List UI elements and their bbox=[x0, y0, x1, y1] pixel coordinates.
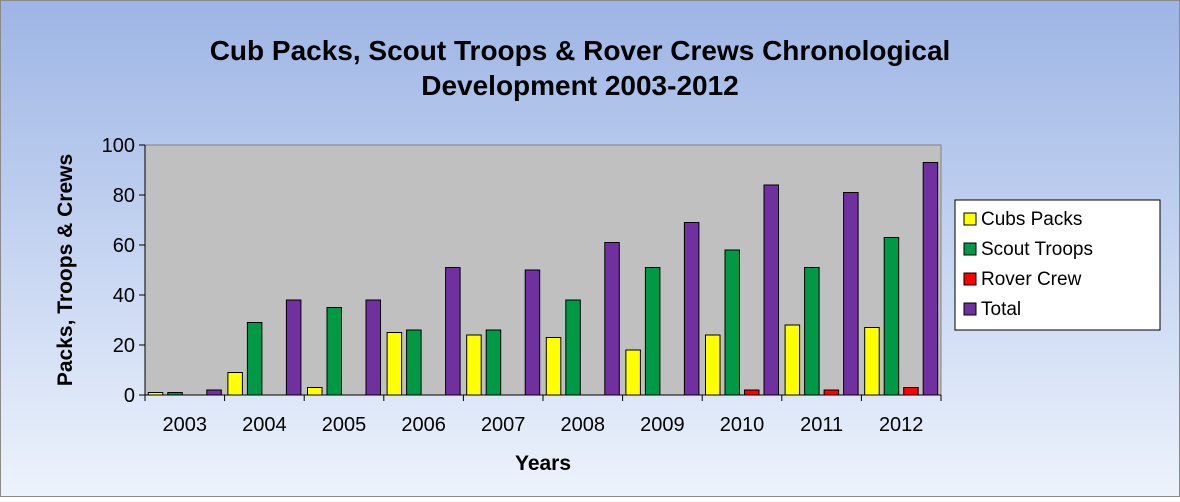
bar-total-2010 bbox=[763, 184, 779, 396]
bar-cubs-packs-2008 bbox=[545, 337, 562, 396]
bar-total-2005 bbox=[365, 299, 381, 396]
bar-total-2011 bbox=[843, 192, 859, 396]
y-tick-label: 40 bbox=[113, 285, 135, 307]
bar-scout-troops-2009 bbox=[644, 267, 661, 396]
bar-total-2009 bbox=[683, 222, 700, 396]
x-tick-label: 2004 bbox=[242, 414, 287, 436]
bar-scout-troops-2004 bbox=[246, 322, 263, 396]
bar-total-2003 bbox=[206, 389, 222, 396]
legend-box bbox=[954, 199, 1161, 331]
y-axis-title: Packs, Troops & Crews bbox=[54, 154, 77, 386]
x-tick-label: 2009 bbox=[640, 414, 685, 436]
legend-swatch-scout-troops bbox=[963, 242, 977, 256]
bar-cubs-packs-2009 bbox=[625, 349, 641, 396]
bar-rover-crew-2011 bbox=[823, 389, 840, 396]
x-axis: 2003 2004 2005 2006 2007 2008 2009 2010 2011 2012 bbox=[144, 395, 942, 436]
bar-scout-troops-2005 bbox=[326, 307, 342, 396]
y-axis: 0 20 40 60 80 100 bbox=[102, 135, 145, 407]
chart-title-line-2: Development 2003-2012 bbox=[421, 70, 739, 101]
bar-cubs-packs-2005 bbox=[307, 387, 323, 396]
bar-cubs-packs-2006 bbox=[386, 332, 403, 396]
x-tick-label: 2008 bbox=[561, 414, 606, 436]
bar-cubs-packs-2012 bbox=[864, 327, 880, 396]
x-tick-label: 2010 bbox=[720, 414, 765, 436]
bars bbox=[147, 162, 939, 396]
legend-label-rover-crew: Rover Crew bbox=[981, 269, 1082, 290]
x-tick-label: 2012 bbox=[879, 414, 924, 436]
x-tick-label: 2006 bbox=[401, 414, 446, 436]
y-tick-label: 80 bbox=[113, 185, 135, 207]
legend: Cubs Packs Scout Troops Rover Crew Total bbox=[963, 209, 1093, 320]
legend-label-total: Total bbox=[981, 299, 1021, 320]
legend-label-scout-troops: Scout Troops bbox=[981, 239, 1093, 260]
bar-scout-troops-2010 bbox=[724, 249, 740, 396]
legend-label-cubs-packs: Cubs Packs bbox=[981, 209, 1082, 230]
x-axis-title: Years bbox=[515, 452, 571, 475]
x-tick-label: 2011 bbox=[800, 414, 843, 436]
x-tick-label: 2007 bbox=[481, 414, 526, 436]
x-tick-label: 2003 bbox=[163, 414, 208, 436]
y-tick-label: 100 bbox=[102, 135, 135, 157]
bar-scout-troops-2007 bbox=[485, 329, 502, 396]
bar-total-2007 bbox=[524, 269, 541, 396]
bar-scout-troops-2008 bbox=[565, 299, 581, 396]
bar-cubs-packs-2004 bbox=[227, 372, 243, 396]
bar-scout-troops-2011 bbox=[804, 267, 820, 396]
bar-total-2004 bbox=[285, 299, 302, 396]
bar-rover-crew-2012 bbox=[903, 387, 919, 396]
bar-scout-troops-2012 bbox=[883, 237, 900, 396]
bar-total-2008 bbox=[604, 242, 620, 396]
plot-area bbox=[144, 144, 942, 396]
bar-scout-troops-2006 bbox=[406, 329, 422, 396]
bar-total-2012 bbox=[922, 162, 939, 396]
chart-title-line-1: Cub Packs, Scout Troops & Rover Crews Ch… bbox=[210, 35, 951, 66]
legend-swatch-cubs-packs bbox=[963, 212, 977, 226]
y-tick-label: 60 bbox=[113, 235, 135, 257]
bar-rover-crew-2010 bbox=[744, 389, 760, 396]
bar-cubs-packs-2010 bbox=[705, 334, 721, 396]
legend-swatch-rover-crew bbox=[963, 272, 977, 286]
bar-cubs-packs-2007 bbox=[466, 334, 482, 396]
bar-cubs-packs-2011 bbox=[784, 324, 801, 396]
bar-total-2006 bbox=[445, 267, 461, 396]
y-tick-label: 0 bbox=[124, 385, 135, 407]
y-tick-label: 20 bbox=[113, 335, 135, 357]
x-tick-label: 2005 bbox=[322, 414, 367, 436]
legend-swatch-total bbox=[963, 302, 977, 316]
